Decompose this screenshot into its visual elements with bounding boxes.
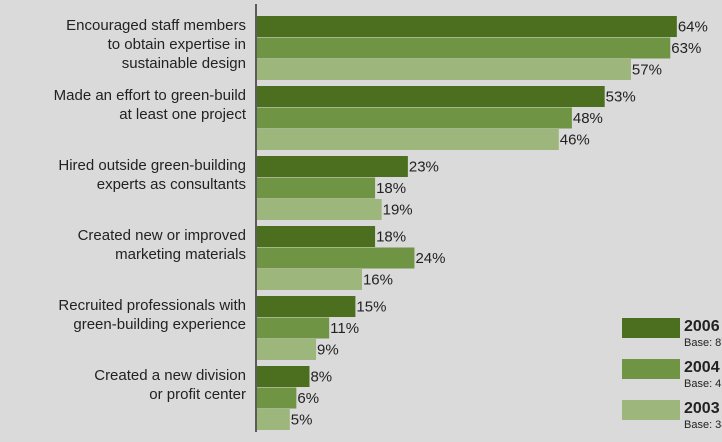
legend-label: 2004 bbox=[684, 359, 720, 376]
value-label: 16% bbox=[363, 272, 393, 289]
category-label: Made an effort to green-build at least o… bbox=[53, 87, 246, 123]
value-label: 5% bbox=[291, 412, 313, 429]
legend-swatch bbox=[622, 400, 680, 420]
bar bbox=[257, 269, 362, 290]
bar bbox=[257, 226, 376, 247]
value-label: 9% bbox=[317, 342, 339, 359]
bar bbox=[257, 317, 330, 339]
value-label: 24% bbox=[415, 250, 445, 267]
bar bbox=[257, 409, 290, 430]
bar bbox=[257, 129, 559, 150]
value-label: 48% bbox=[573, 110, 603, 127]
bar bbox=[257, 247, 415, 269]
category-label: Recruited professionals with green-build… bbox=[58, 297, 246, 333]
value-label: 15% bbox=[356, 299, 386, 316]
bar bbox=[257, 387, 297, 409]
value-label: 18% bbox=[376, 180, 406, 197]
value-label: 63% bbox=[671, 40, 701, 57]
bar bbox=[257, 86, 605, 107]
value-label: 23% bbox=[409, 159, 439, 176]
value-label: 19% bbox=[383, 202, 413, 219]
bar bbox=[257, 59, 631, 80]
bar bbox=[257, 339, 317, 360]
value-label: 11% bbox=[330, 320, 359, 337]
legend-label: 2003 bbox=[684, 400, 720, 417]
legend-swatch bbox=[622, 359, 680, 379]
legend-label: 2006 bbox=[684, 318, 720, 335]
legend-swatch bbox=[622, 318, 680, 338]
bar bbox=[257, 366, 310, 387]
bar bbox=[257, 107, 572, 129]
category-label: Encouraged staff members to obtain exper… bbox=[66, 17, 246, 72]
category-label: Created a new division or profit center bbox=[94, 367, 246, 403]
bar bbox=[257, 177, 376, 199]
legend-base: Base: 383 bbox=[684, 419, 722, 431]
bar bbox=[257, 37, 671, 59]
value-label: 57% bbox=[632, 62, 662, 79]
value-label: 64% bbox=[678, 19, 708, 36]
value-label: 6% bbox=[297, 390, 319, 407]
value-label: 46% bbox=[560, 132, 590, 149]
value-label: 53% bbox=[606, 89, 636, 106]
value-label: 18% bbox=[376, 229, 406, 246]
legend-base: Base: 872 bbox=[684, 337, 722, 349]
bar bbox=[257, 16, 677, 37]
category-label: Hired outside green-building experts as … bbox=[58, 157, 246, 193]
bar bbox=[257, 199, 382, 220]
bar bbox=[257, 296, 356, 317]
value-label: 8% bbox=[310, 369, 332, 386]
category-label: Created new or improved marketing materi… bbox=[77, 227, 246, 263]
bar bbox=[257, 156, 408, 177]
legend-base: Base: 451 bbox=[684, 378, 722, 390]
